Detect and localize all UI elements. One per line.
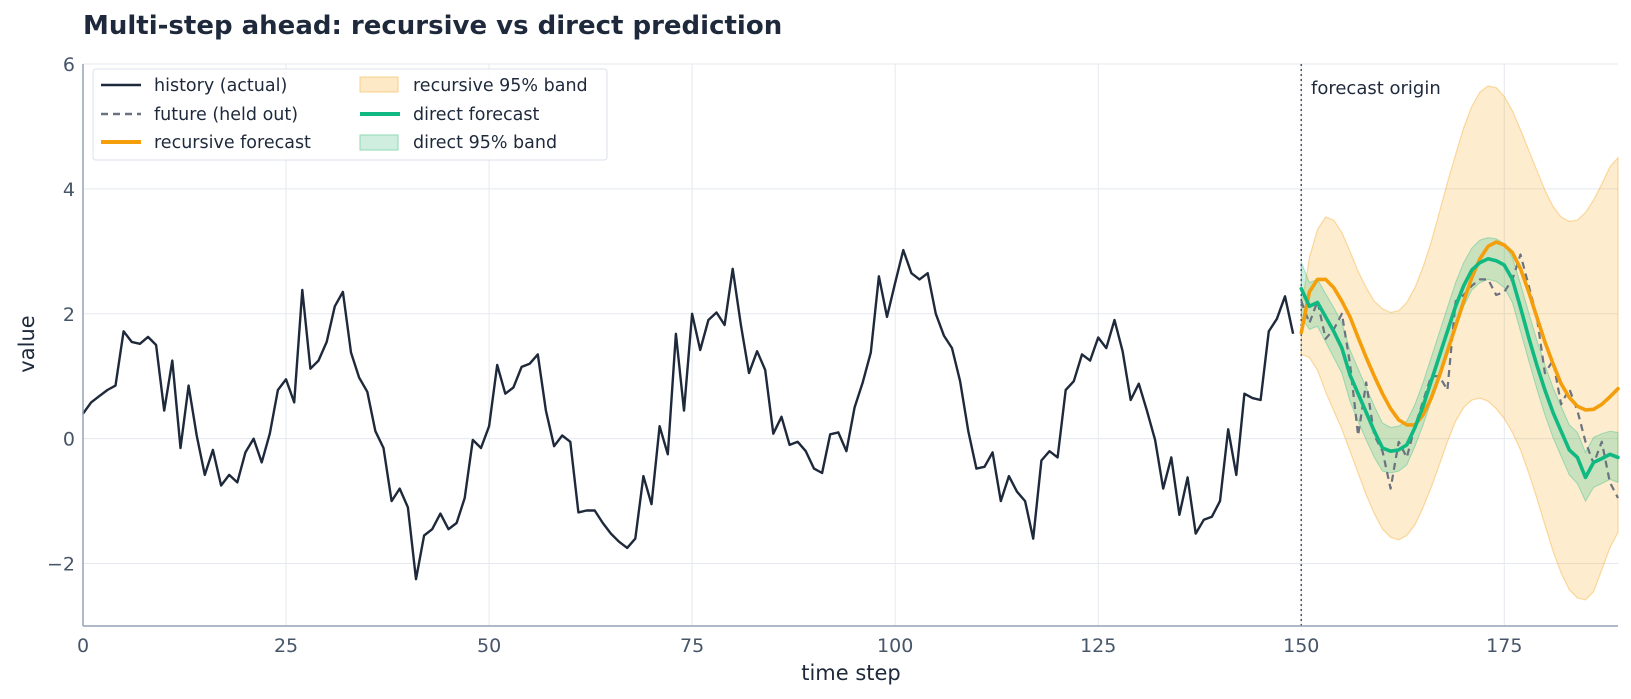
y-axis-label: value <box>15 315 39 372</box>
x-tick-label: 0 <box>77 635 89 657</box>
legend-label-direct: direct forecast <box>413 105 540 125</box>
x-tick-label: 125 <box>1080 635 1116 657</box>
x-tick-label: 100 <box>877 635 913 657</box>
legend-box <box>92 68 608 161</box>
y-tick-label: 6 <box>63 54 75 76</box>
chart-title: Multi-step ahead: recursive vs direct pr… <box>83 11 782 41</box>
legend-label-direct-band: direct 95% band <box>413 133 557 153</box>
confidence-bands <box>1300 85 1619 601</box>
y-tick-label: −2 <box>47 554 75 576</box>
x-tick-label: 75 <box>680 635 704 657</box>
future-line <box>1300 253 1619 499</box>
direct-95-band <box>1300 237 1619 503</box>
legend-label-future: future (held out) <box>154 105 298 125</box>
recursive-95-band <box>1300 85 1619 601</box>
x-tick-label: 175 <box>1486 635 1522 657</box>
history-line <box>82 248 1295 581</box>
tick-labels: 0 25 50 75 100 125 150 175 −2 0 2 4 6 <box>47 54 1522 657</box>
x-tick-label: 50 <box>477 635 501 657</box>
x-tick-label: 150 <box>1283 635 1319 657</box>
grid <box>82 63 1618 626</box>
forecast-origin-label: forecast origin <box>1311 78 1441 99</box>
x-axis-label: time step <box>801 661 901 685</box>
series-lines <box>82 240 1620 581</box>
legend-label-recursive-band: recursive 95% band <box>413 76 588 96</box>
y-tick-label: 4 <box>63 179 75 201</box>
axes <box>82 64 1618 627</box>
direct-forecast-line <box>1299 257 1620 480</box>
legend: history (actual) future (held out) recur… <box>92 68 608 161</box>
legend-swatch-recursive-band <box>359 76 399 93</box>
legend-label-history: history (actual) <box>154 76 287 96</box>
legend-label-recursive: recursive forecast <box>154 133 311 153</box>
x-tick-label: 25 <box>274 635 298 657</box>
legend-swatch-direct-band <box>359 134 399 151</box>
recursive-forecast-line <box>1299 240 1620 427</box>
y-tick-label: 0 <box>63 429 75 451</box>
y-tick-label: 2 <box>63 304 75 326</box>
